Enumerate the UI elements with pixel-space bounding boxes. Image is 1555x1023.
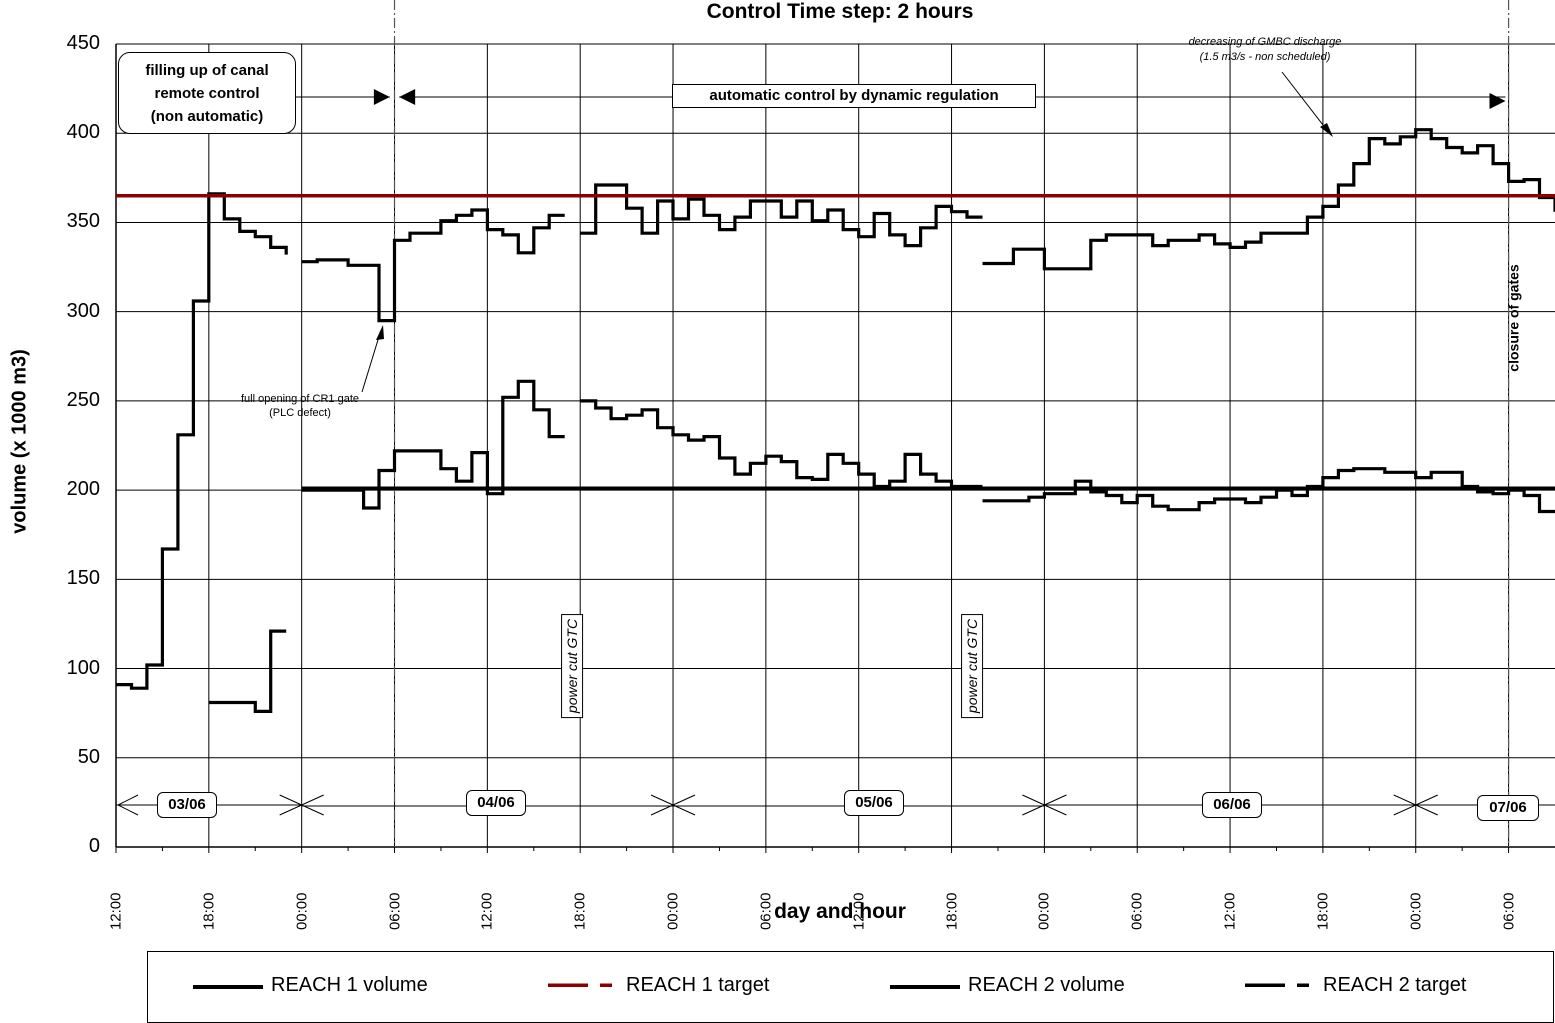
y-tick-label: 150 — [0, 567, 100, 590]
series-0-segment-0 — [116, 194, 286, 688]
legend-label: REACH 1 target — [626, 974, 769, 997]
phase2-arrow-head-right — [1489, 93, 1505, 109]
y-tick-label: 450 — [0, 32, 100, 55]
day-label-0706: 07/06 — [1477, 795, 1539, 821]
phase1-arrow-head — [374, 89, 390, 105]
cr1-note: full opening of CR1 gate (PLC defect) — [200, 392, 400, 420]
chart-title: Control Time step: 2 hours — [600, 0, 1080, 24]
series-0-segment-3 — [983, 130, 1555, 269]
y-tick-label: 200 — [0, 478, 100, 501]
series-0-segment-1 — [302, 210, 565, 321]
closure-label: closure of gates — [1506, 264, 1522, 371]
phase2-arrow-head-left — [399, 89, 415, 105]
power-cut-label-2: power cut GTC — [961, 614, 983, 718]
day-label-0406: 04/06 — [466, 790, 526, 816]
cr1-note-line-1: full opening of CR1 gate — [200, 392, 400, 406]
power-cut-label-1: power cut GTC — [561, 614, 583, 718]
legend-label: REACH 1 volume — [271, 974, 428, 997]
legend: REACH 1 volume REACH 1 target REACH 2 vo… — [147, 951, 1554, 1023]
day-label-0606: 06/06 — [1202, 792, 1262, 818]
phase2-box: automatic control by dynamic regulation — [672, 84, 1036, 108]
y-tick-label: 100 — [0, 657, 100, 680]
legend-swatch-reach1-target — [548, 983, 618, 987]
y-axis-label: volume (x 1000 m3) — [9, 342, 32, 542]
series-2-segment-0 — [209, 631, 286, 711]
cr1-arrow-head — [376, 325, 384, 340]
legend-swatch-reach2-volume — [890, 985, 960, 989]
cr1-note-line-2: (PLC defect) — [200, 406, 400, 420]
series-2-segment-2 — [580, 401, 982, 487]
y-tick-label: 0 — [0, 835, 100, 858]
y-tick-label: 50 — [0, 746, 100, 769]
y-tick-label: 350 — [0, 210, 100, 233]
day-label-0506: 05/06 — [844, 790, 904, 816]
gmbc-arrow-head — [1320, 123, 1333, 137]
x-tick-label: 12:00 — [108, 893, 125, 963]
phase1-line-2: remote control — [119, 82, 295, 105]
legend-swatch-reach1-volume — [193, 985, 263, 989]
y-tick-label: 300 — [0, 300, 100, 323]
phase1-line-1: filling up of canal — [119, 59, 295, 82]
legend-label: REACH 2 target — [1323, 974, 1466, 997]
y-tick-label: 400 — [0, 121, 100, 144]
phase1-line-3: (non automatic) — [119, 105, 295, 128]
legend-swatch-reach2-target — [1245, 983, 1315, 987]
y-tick-label: 250 — [0, 389, 100, 412]
legend-label: REACH 2 volume — [968, 974, 1125, 997]
gmbc-note: decreasing of GMBC discharge (1.5 m3/s -… — [1140, 35, 1390, 65]
gmbc-note-line-2: (1.5 m3/s - non scheduled) — [1140, 50, 1390, 65]
gmbc-note-line-1: decreasing of GMBC discharge — [1140, 35, 1390, 50]
day-label-0306: 03/06 — [157, 792, 217, 818]
phase1-box: filling up of canal remote control (non … — [118, 52, 296, 134]
